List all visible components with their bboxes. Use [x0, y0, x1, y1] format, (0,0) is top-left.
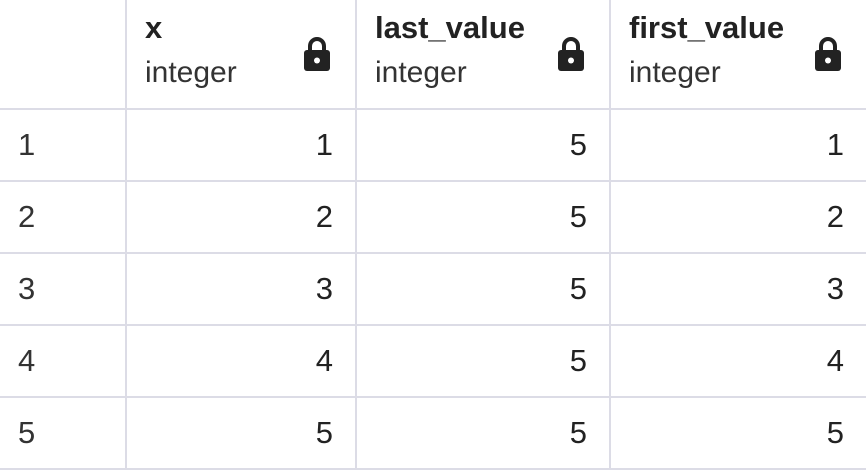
header-row: x integer last_value integer — [0, 0, 866, 110]
column-type: integer — [629, 56, 721, 89]
lock-icon — [558, 37, 584, 71]
cell-x[interactable]: 5 — [125, 397, 356, 470]
cell-first-value[interactable]: 4 — [609, 325, 866, 398]
column-type: integer — [375, 56, 467, 89]
row-number[interactable]: 2 — [0, 181, 126, 254]
cell-last-value[interactable]: 5 — [355, 253, 610, 326]
cell-last-value[interactable]: 5 — [355, 325, 610, 398]
column-name: first_value — [629, 10, 785, 45]
table-row[interactable]: 4 4 5 4 — [0, 325, 866, 398]
column-type: integer — [145, 56, 237, 89]
row-number[interactable]: 4 — [0, 325, 126, 398]
row-number-header[interactable] — [0, 0, 126, 110]
cell-first-value[interactable]: 1 — [609, 109, 866, 182]
column-header-x[interactable]: x integer — [125, 0, 356, 110]
column-name: last_value — [375, 10, 525, 45]
row-number[interactable]: 5 — [0, 397, 126, 470]
table-row[interactable]: 2 2 5 2 — [0, 181, 866, 254]
cell-first-value[interactable]: 2 — [609, 181, 866, 254]
column-header-first-value[interactable]: first_value integer — [609, 0, 866, 110]
column-header-last-value[interactable]: last_value integer — [355, 0, 610, 110]
cell-last-value[interactable]: 5 — [355, 181, 610, 254]
cell-first-value[interactable]: 3 — [609, 253, 866, 326]
cell-first-value[interactable]: 5 — [609, 397, 866, 470]
cell-x[interactable]: 4 — [125, 325, 356, 398]
table-row[interactable]: 1 1 5 1 — [0, 109, 866, 182]
cell-last-value[interactable]: 5 — [355, 109, 610, 182]
column-name: x — [145, 10, 163, 45]
lock-icon — [304, 37, 330, 71]
cell-x[interactable]: 2 — [125, 181, 356, 254]
table-row[interactable]: 5 5 5 5 — [0, 397, 866, 470]
cell-last-value[interactable]: 5 — [355, 397, 610, 470]
table-row[interactable]: 3 3 5 3 — [0, 253, 866, 326]
row-number[interactable]: 3 — [0, 253, 126, 326]
cell-x[interactable]: 3 — [125, 253, 356, 326]
row-number[interactable]: 1 — [0, 109, 126, 182]
cell-x[interactable]: 1 — [125, 109, 356, 182]
lock-icon — [815, 37, 841, 71]
